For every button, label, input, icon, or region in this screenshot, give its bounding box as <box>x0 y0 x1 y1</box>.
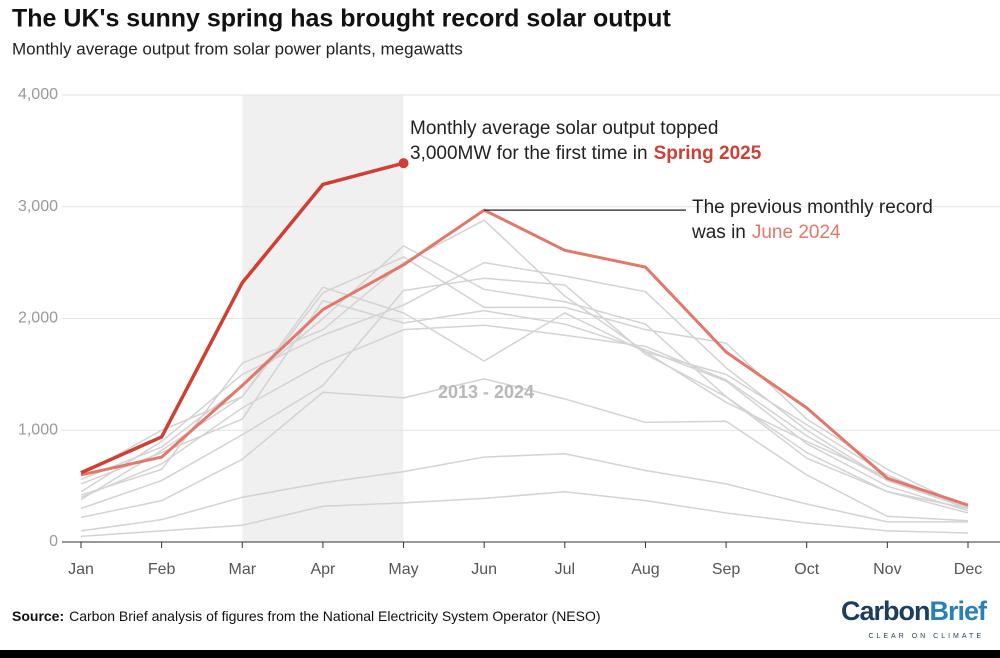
source-text: Carbon Brief analysis of figures from th… <box>69 608 600 624</box>
series-line <box>80 490 969 538</box>
logo-part: Carbon <box>841 596 930 626</box>
source: Source: Carbon Brief analysis of figures … <box>12 608 601 624</box>
logo-part: Brief <box>929 596 988 626</box>
chart-title: The UK's sunny spring has brought record… <box>12 5 671 33</box>
chart-subtitle: Monthly average output from solar power … <box>12 39 463 58</box>
end-marker <box>398 158 409 169</box>
y-tick-label: 0 <box>49 533 58 550</box>
annotation-line: Monthly average solar output topped <box>410 118 718 139</box>
series-line <box>80 208 969 507</box>
x-tick-label: Oct <box>794 561 819 578</box>
annotation-text: 3,000MW for the first time in <box>410 143 648 164</box>
series-line <box>80 261 969 507</box>
y-tick-label: 4,000 <box>18 86 58 103</box>
annotation-line: 3,000MW for the first time in Spring 2025 <box>410 143 762 164</box>
series-line <box>80 256 969 510</box>
series-line <box>80 324 969 510</box>
series-line <box>80 245 969 514</box>
x-tick-label: Jun <box>471 561 497 578</box>
series-line <box>80 286 969 510</box>
x-tick-label: Jan <box>68 561 94 578</box>
series-line <box>80 161 404 475</box>
x-tick-label: Aug <box>631 561 659 578</box>
x-tick-label: Feb <box>148 561 176 578</box>
y-tick-label: 2,000 <box>18 310 58 327</box>
x-tick-label: Nov <box>873 561 901 578</box>
annotation-highlight: Spring 2025 <box>654 143 762 164</box>
series-line <box>80 277 969 510</box>
annotation-line: The previous monthly record <box>692 197 933 218</box>
bottom-bar <box>0 650 1000 658</box>
x-tick-label: Dec <box>954 561 982 578</box>
x-tick-label: Apr <box>310 561 336 578</box>
series-line <box>80 452 968 532</box>
y-tick-label: 3,000 <box>18 198 58 215</box>
logo: CarbonBrief <box>841 596 988 626</box>
x-tick-label: May <box>388 561 418 578</box>
series-line <box>80 219 969 509</box>
y-tick-label: 1,000 <box>18 421 58 438</box>
series-line <box>80 378 969 522</box>
range-label: 2013 - 2024 <box>438 382 534 402</box>
logo-tagline: CLEAR ON CLIMATE <box>868 633 984 640</box>
annotation-line: was in June 2024 <box>691 222 841 243</box>
x-tick-label: Jul <box>555 561 575 578</box>
series-line <box>80 299 969 512</box>
plot: 0 1,000 2,000 3,000 4,000 Jan Feb Mar Apr May Jun J… <box>18 86 1000 578</box>
annotation-text: was in <box>691 222 746 243</box>
annotation-highlight: June 2024 <box>752 222 841 243</box>
x-tick-label: Mar <box>228 561 256 578</box>
x-tick-label: Sep <box>712 561 741 578</box>
source-label: Source: <box>12 608 64 624</box>
